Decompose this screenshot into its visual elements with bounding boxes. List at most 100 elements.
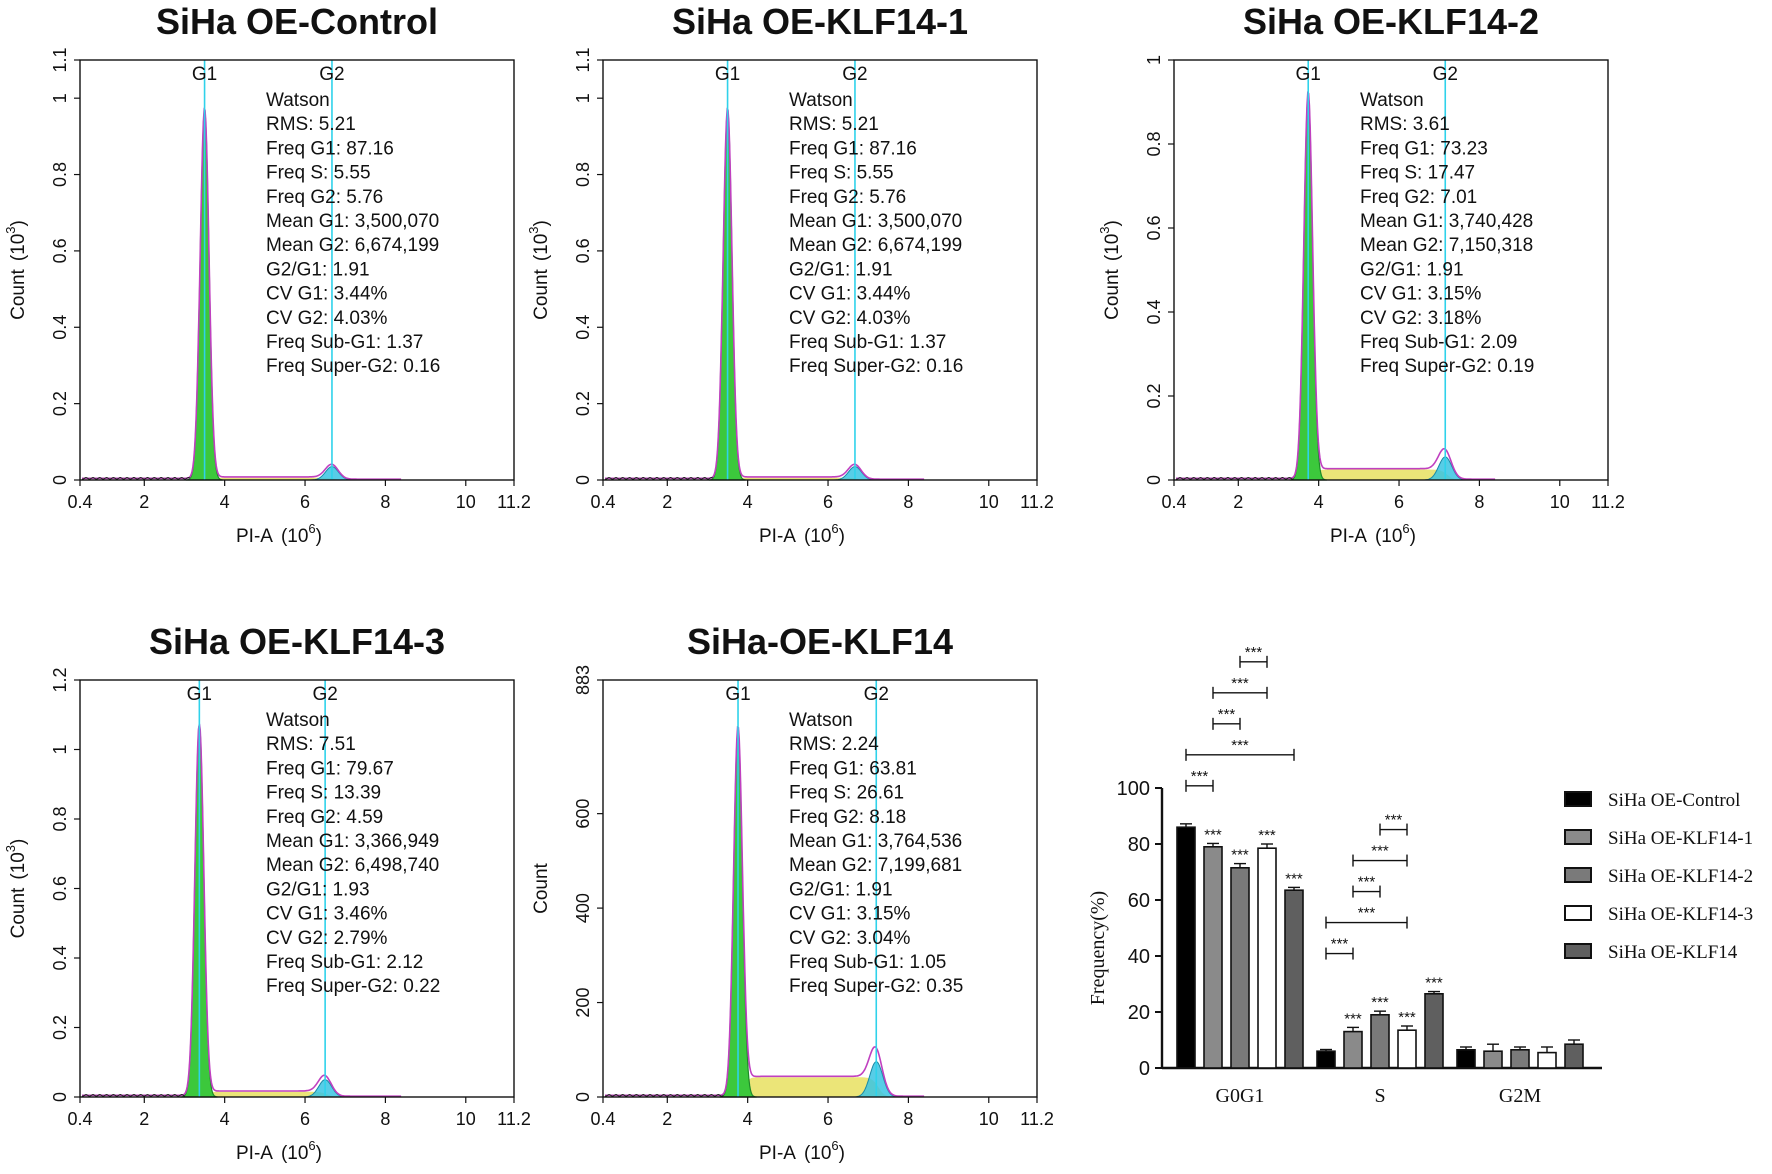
s-phase-area xyxy=(199,1091,338,1097)
bar-y-tick-label: 80 xyxy=(1128,834,1150,856)
y-axis-label-text: Count xyxy=(8,887,29,938)
y-tick-label: 0 xyxy=(50,1092,70,1102)
bar xyxy=(1284,889,1304,1069)
x-tick-label: 6 xyxy=(823,1109,833,1129)
y-axis-unit-open: (10 xyxy=(531,234,552,261)
stats-line: Freq G1: 79.67 xyxy=(266,758,394,779)
stats-line: G2/G1: 1.91 xyxy=(789,259,893,280)
significance-stars: *** xyxy=(1425,975,1443,992)
stats-line: Watson xyxy=(266,90,330,111)
x-tick-label: 2 xyxy=(662,1109,672,1129)
x-tick-label: 0.4 xyxy=(1161,492,1186,512)
g2-marker-label: G2 xyxy=(842,64,867,85)
x-axis-exponent: 6 xyxy=(308,521,315,536)
stats-line: Freq G2: 5.76 xyxy=(266,187,383,208)
bar xyxy=(1370,1013,1390,1069)
stats-line: Freq G2: 4.59 xyxy=(266,807,383,828)
x-tick-label: 8 xyxy=(1474,492,1484,512)
x-tick-label: 0.4 xyxy=(590,492,615,512)
stats-line: CV G1: 3.46% xyxy=(266,904,388,925)
y-tick-label: 0.2 xyxy=(50,1015,70,1040)
y-tick-label: 0.6 xyxy=(50,238,70,263)
g2-marker-label: G2 xyxy=(1433,64,1458,85)
x-tick-label: 0.4 xyxy=(67,1109,92,1129)
x-axis-unit-open: (10 xyxy=(281,1143,308,1164)
y-tick-label: 0.2 xyxy=(50,391,70,416)
y-tick-label: 0 xyxy=(573,1092,593,1102)
legend-label: SiHa OE-KLF14-1 xyxy=(1608,828,1753,849)
histogram-panel: SiHa OE-KLF14-3G1 G20.4 2 4 6 8 10 11.200.20.40… xyxy=(3,621,531,1164)
y-axis-label: Count (103) xyxy=(1097,220,1123,320)
y-tick-label: 0.8 xyxy=(50,806,70,831)
x-tick-label: 4 xyxy=(743,492,753,512)
y-tick-label: 0.6 xyxy=(573,238,593,263)
plot-frame xyxy=(79,59,515,481)
stats-line: Mean G1: 3,366,949 xyxy=(266,831,439,852)
panel-title: SiHa-OE-KLF14 xyxy=(687,621,953,662)
stats-line: Freq G1: 87.16 xyxy=(789,138,917,159)
x-axis-unit-open: (10 xyxy=(1375,526,1402,547)
bar-y-tick-label: 20 xyxy=(1128,1002,1150,1024)
x-axis-label-text: PI-A xyxy=(759,1143,796,1164)
legend-label: SiHa OE-KLF14-2 xyxy=(1608,866,1753,887)
stats-line: Mean G2: 7,150,318 xyxy=(1360,235,1533,256)
stats-line: Mean G2: 6,498,740 xyxy=(266,855,439,876)
x-tick-label: 0.4 xyxy=(590,1109,615,1129)
g1-marker-label: G1 xyxy=(1296,64,1321,85)
bar xyxy=(1483,1050,1503,1069)
stats-line: CV G2: 3.18% xyxy=(1360,308,1482,329)
stats-line: Freq Super-G2: 0.19 xyxy=(1360,356,1534,377)
y-tick-label: 1 xyxy=(50,744,70,754)
y-tick-label: 1.1 xyxy=(573,47,593,72)
x-tick-label: 11.2 xyxy=(1591,492,1625,512)
plot-frame xyxy=(602,679,1038,1098)
y-axis-exponent: 3 xyxy=(3,226,18,233)
y-tick-label: 0.6 xyxy=(50,876,70,901)
g2-peak-area xyxy=(855,1061,901,1098)
bracket-stars: *** xyxy=(1358,905,1376,922)
stats-line: RMS: 5.21 xyxy=(789,114,879,135)
stats-line: Watson xyxy=(789,90,853,111)
y-axis-label-text: Count xyxy=(531,268,552,319)
plot-frame xyxy=(1173,59,1609,481)
x-tick-label: 8 xyxy=(380,1109,390,1129)
stats-line: Freq Sub-G1: 1.05 xyxy=(789,952,946,973)
x-axis-label-text: PI-A xyxy=(236,526,273,547)
y-tick-label: 0.2 xyxy=(573,391,593,416)
x-axis-unit-open: (10 xyxy=(804,1143,831,1164)
y-axis-unit-close: ) xyxy=(531,220,552,226)
stats-line: Mean G1: 3,740,428 xyxy=(1360,211,1533,232)
raw-histogram-line xyxy=(604,476,713,480)
stats-line: RMS: 2.24 xyxy=(789,734,879,755)
bracket-stars: *** xyxy=(1331,936,1349,953)
stats-line: Freq S: 5.55 xyxy=(789,163,894,184)
y-axis-label-text: Count xyxy=(531,862,552,913)
stats-line: CV G2: 4.03% xyxy=(789,308,911,329)
histogram-panel: SiHa OE-KLF14-2 G1 G2 0.4 2 4 6 8 10 11.2 0 0.2 0.4 0… xyxy=(1097,1,1625,547)
panel-title: SiHa OE-Control xyxy=(156,1,438,42)
y-axis-exponent: 3 xyxy=(1097,226,1112,233)
x-axis-label-text: PI-A xyxy=(236,1143,273,1164)
x-axis-label: PI-A (106) xyxy=(1330,521,1416,547)
stats-line: G2/G1: 1.91 xyxy=(266,259,370,280)
bar xyxy=(1397,1029,1417,1069)
legend-swatch xyxy=(1564,791,1592,807)
x-tick-label: 11.2 xyxy=(497,1109,531,1129)
y-tick-label: 0 xyxy=(1144,475,1164,485)
y-tick-label: 0.8 xyxy=(1144,131,1164,156)
stats-line: Watson xyxy=(1360,90,1424,111)
y-axis-unit-open: (10 xyxy=(8,852,29,879)
stats-line: CV G1: 3.44% xyxy=(266,284,388,305)
stats-line: G2/G1: 1.93 xyxy=(266,879,370,900)
stats-line: Freq S: 13.39 xyxy=(266,783,381,804)
x-tick-label: 11.2 xyxy=(1020,492,1054,512)
x-tick-label: 10 xyxy=(456,492,476,512)
g1-marker-label: G1 xyxy=(715,64,740,85)
panel-title: SiHa OE-KLF14-2 xyxy=(1243,1,1539,42)
y-tick-label: 0.4 xyxy=(573,315,593,340)
y-axis-unit-close: ) xyxy=(8,220,29,226)
stats-line: CV G2: 4.03% xyxy=(266,308,388,329)
stats-line: CV G1: 3.15% xyxy=(1360,284,1482,305)
legend-swatch xyxy=(1564,829,1592,845)
y-axis-label-text: Count xyxy=(1102,268,1123,319)
